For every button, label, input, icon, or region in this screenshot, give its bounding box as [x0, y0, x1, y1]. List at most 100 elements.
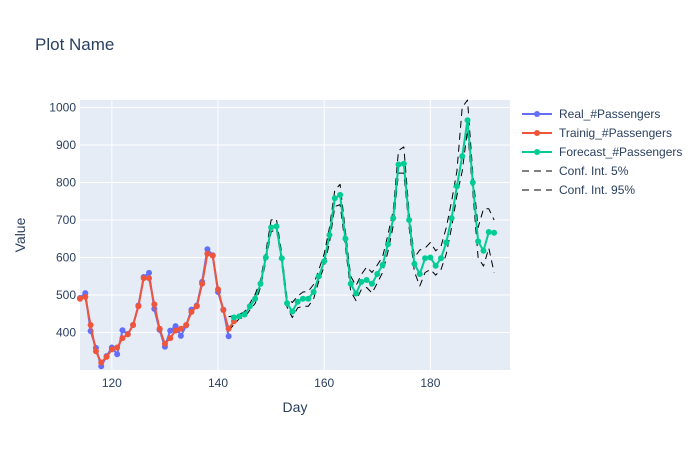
x-tick-label: 120: [102, 376, 122, 390]
data-point-trainig-passengers: [130, 322, 137, 328]
data-point-forecast-passengers: [342, 235, 349, 242]
data-point-trainig-passengers: [146, 275, 153, 282]
data-point-forecast-passengers: [246, 303, 253, 310]
data-point-trainig-passengers: [193, 303, 200, 310]
y-tick-label: 500: [56, 288, 76, 302]
data-point-real-passengers: [119, 327, 126, 334]
data-point-forecast-passengers: [395, 161, 402, 168]
data-point-trainig-passengers: [225, 325, 232, 332]
data-point-forecast-passengers: [284, 300, 291, 307]
data-point-forecast-passengers: [299, 295, 306, 302]
data-point-forecast-passengers: [315, 273, 322, 280]
data-point-forecast-passengers: [230, 314, 237, 321]
data-point-trainig-passengers: [87, 322, 94, 328]
data-point-forecast-passengers: [453, 183, 460, 190]
data-point-forecast-passengers: [485, 229, 492, 235]
data-point-forecast-passengers: [400, 160, 407, 167]
data-point-trainig-passengers: [124, 331, 131, 338]
y-tick-label: 1000: [49, 101, 76, 115]
data-point-trainig-passengers: [199, 280, 206, 287]
data-point-forecast-passengers: [437, 255, 444, 262]
legend-label-forecast-passengers[interactable]: Forecast_#Passengers: [559, 145, 682, 159]
data-point-real-passengers: [114, 351, 121, 358]
legend-label-conf-int-5[interactable]: Conf. Int. 5%: [559, 164, 629, 178]
x-tick-label: 140: [208, 376, 228, 390]
data-point-forecast-passengers: [278, 255, 285, 262]
data-point-forecast-passengers: [305, 295, 312, 302]
data-point-forecast-passengers: [326, 232, 333, 238]
data-point-trainig-passengers: [135, 303, 142, 310]
data-point-real-passengers: [146, 269, 153, 276]
data-point-forecast-passengers: [427, 254, 434, 261]
data-point-trainig-passengers: [215, 286, 222, 293]
data-point-trainig-passengers: [77, 295, 83, 302]
data-point-real-passengers: [177, 332, 184, 339]
data-point-trainig-passengers: [92, 348, 99, 355]
data-point-trainig-passengers: [188, 308, 195, 315]
data-point-trainig-passengers: [183, 322, 190, 328]
data-point-real-passengers: [172, 323, 179, 330]
legend-marker-forecast-passengers: [534, 149, 540, 155]
axis-layer: Day Value 120 140 160 180 400 500 600 700 800 900…: [12, 101, 441, 416]
data-point-real-passengers: [225, 333, 232, 340]
data-point-forecast-passengers: [384, 241, 391, 248]
y-tick-label: 900: [56, 138, 76, 152]
data-point-forecast-passengers: [347, 280, 354, 287]
data-point-trainig-passengers: [98, 359, 105, 366]
data-point-trainig-passengers: [172, 327, 179, 334]
data-point-forecast-passengers: [363, 277, 370, 283]
legend: Real_#Passengers Trainig_#Passengers Forec…: [522, 107, 682, 197]
x-axis-label: Day: [283, 399, 308, 415]
data-point-forecast-passengers: [289, 308, 296, 315]
data-point-forecast-passengers: [390, 215, 397, 222]
data-point-forecast-passengers: [432, 262, 439, 269]
data-point-forecast-passengers: [374, 271, 381, 277]
x-tick-label: 180: [420, 376, 440, 390]
data-point-trainig-passengers: [156, 325, 163, 332]
data-point-forecast-passengers: [459, 153, 466, 160]
data-point-trainig-passengers: [140, 275, 147, 282]
data-point-trainig-passengers: [177, 325, 184, 332]
data-point-trainig-passengers: [114, 344, 121, 351]
data-point-real-passengers: [167, 327, 174, 334]
y-tick-label: 800: [56, 176, 76, 190]
y-tick-label: 700: [56, 213, 76, 227]
legend-marker-trainig-passengers: [534, 130, 540, 136]
y-tick-label: 400: [56, 326, 76, 340]
data-point-trainig-passengers: [108, 346, 115, 353]
data-point-forecast-passengers: [475, 238, 482, 245]
data-point-forecast-passengers: [469, 179, 476, 186]
data-point-forecast-passengers: [310, 289, 317, 295]
legend-label-trainig-passengers[interactable]: Trainig_#Passengers: [559, 126, 672, 140]
data-point-forecast-passengers: [353, 290, 360, 297]
legend-label-conf-int-95[interactable]: Conf. Int. 95%: [559, 183, 635, 197]
data-point-forecast-passengers: [236, 313, 243, 320]
plot-area: [80, 100, 510, 370]
data-point-trainig-passengers: [82, 293, 89, 300]
series-layer: [77, 99, 498, 370]
data-point-forecast-passengers: [241, 311, 248, 318]
data-point-forecast-passengers: [262, 254, 269, 261]
chart-title: Plot Name: [35, 35, 115, 54]
data-point-forecast-passengers: [321, 258, 328, 265]
data-point-forecast-passengers: [406, 217, 413, 223]
data-point-forecast-passengers: [257, 280, 264, 287]
data-point-forecast-passengers: [422, 255, 429, 262]
y-axis-label: Value: [12, 217, 28, 252]
data-point-forecast-passengers: [480, 247, 487, 254]
data-point-forecast-passengers: [448, 215, 455, 222]
legend-label-real-passengers[interactable]: Real_#Passengers: [559, 107, 660, 121]
data-point-trainig-passengers: [103, 353, 110, 360]
data-point-forecast-passengers: [491, 229, 498, 236]
data-point-forecast-passengers: [252, 295, 259, 302]
data-point-forecast-passengers: [331, 195, 338, 202]
data-point-forecast-passengers: [358, 278, 365, 285]
data-point-forecast-passengers: [379, 262, 386, 268]
data-point-forecast-passengers: [411, 260, 418, 267]
data-point-trainig-passengers: [167, 335, 174, 342]
y-tick-label: 600: [56, 251, 76, 265]
data-point-trainig-passengers: [119, 335, 126, 342]
data-point-forecast-passengers: [273, 223, 280, 230]
data-point-real-passengers: [204, 246, 211, 253]
